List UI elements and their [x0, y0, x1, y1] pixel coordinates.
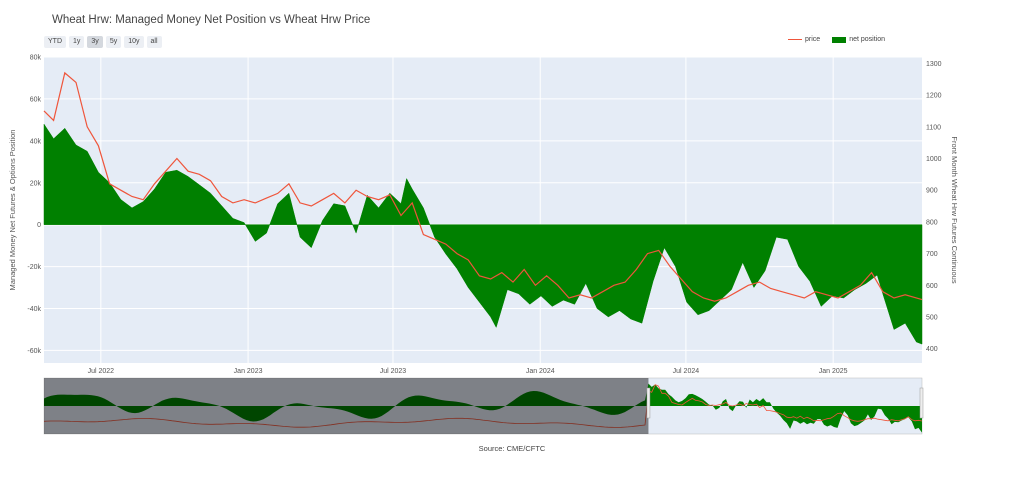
legend-item-net-position[interactable]: net position — [832, 36, 885, 43]
x-tick-label: Jul 2024 — [673, 368, 700, 375]
y2-tick-label: 600 — [926, 283, 938, 290]
y2-tick-label: 800 — [926, 219, 938, 226]
y-tick-label: -40k — [27, 306, 41, 313]
x-tick-label: Jan 2023 — [234, 368, 263, 375]
y-tick-label: 80k — [30, 55, 42, 62]
series-area-net-position — [43, 123, 923, 345]
range-slider-area-net-position — [44, 383, 922, 433]
y2-tick-label: 1200 — [926, 93, 942, 100]
legend-swatch-price — [788, 39, 802, 40]
y-axis-title: Managed Money Net Futures & Options Posi… — [8, 130, 17, 291]
y2-axis-title: Front Month Wheat Hrw Futures Continuous — [950, 136, 959, 283]
y-tick-label: 20k — [30, 180, 42, 187]
y2-tick-label: 1100 — [926, 124, 941, 131]
y2-tick-label: 900 — [926, 188, 938, 195]
legend-label-price: price — [805, 36, 821, 43]
range-button-1y[interactable]: 1y — [69, 36, 85, 48]
range-selector: YTD 1y 3y 5y 10y all — [44, 36, 162, 48]
range-button-5y[interactable]: 5y — [105, 36, 122, 48]
range-button-3y[interactable]: 3y — [87, 36, 103, 48]
x-tick-label: Jan 2025 — [819, 368, 848, 375]
y-tick-label: 60k — [30, 96, 42, 103]
y2-tick-label: 400 — [926, 346, 938, 353]
source-note: Source: CME/CFTC — [478, 444, 546, 453]
legend-item-price[interactable]: price — [788, 36, 820, 43]
range-button-all[interactable]: all — [146, 36, 162, 48]
range-button-10y[interactable]: 10y — [124, 36, 144, 48]
legend-label-net-position: net position — [849, 36, 885, 43]
y-tick-label: 0 — [37, 222, 41, 229]
range-slider-line-price — [43, 384, 923, 428]
x-tick-label: Jul 2023 — [380, 368, 407, 375]
y2-tick-label: 500 — [926, 315, 938, 322]
x-tick-label: Jul 2022 — [88, 368, 115, 375]
range-slider-mask — [44, 378, 649, 434]
y2-tick-label: 1300 — [926, 61, 942, 68]
range-slider-handle-right[interactable] — [919, 387, 924, 419]
x-tick-label: Jan 2024 — [526, 368, 555, 375]
y-tick-label: -60k — [27, 348, 41, 355]
series-line-price — [43, 71, 923, 302]
y-tick-label: 40k — [30, 138, 42, 145]
y2-tick-label: 700 — [926, 251, 938, 258]
range-button-ytd[interactable]: YTD — [44, 36, 66, 48]
chart-title: Wheat Hrw: Managed Money Net Position vs… — [52, 14, 371, 26]
legend-swatch-net-position — [832, 36, 847, 43]
legend: price net position — [788, 36, 893, 43]
y-tick-label: -20k — [27, 264, 41, 271]
y2-tick-label: 1000 — [926, 156, 942, 163]
range-slider-handle-left[interactable] — [646, 387, 651, 419]
